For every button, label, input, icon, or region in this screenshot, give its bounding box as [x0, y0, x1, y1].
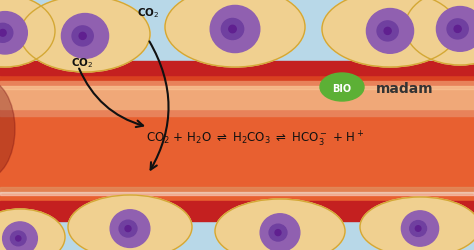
Ellipse shape: [0, 80, 15, 179]
Ellipse shape: [260, 214, 300, 250]
Ellipse shape: [215, 199, 345, 250]
Ellipse shape: [269, 224, 287, 241]
Bar: [0, 116, 474, 206]
Ellipse shape: [3, 222, 37, 250]
Bar: [0, 82, 474, 116]
Ellipse shape: [320, 74, 364, 102]
Ellipse shape: [125, 226, 131, 232]
Text: CO$_2$ + H$_2$O $\rightleftharpoons$ H$_2$CO$_3$ $\rightleftharpoons$ HCO$_3^-$ : CO$_2$ + H$_2$O $\rightleftharpoons$ H$_…: [146, 129, 364, 148]
Ellipse shape: [415, 226, 421, 231]
Text: BIO: BIO: [332, 84, 352, 94]
Ellipse shape: [0, 24, 13, 43]
Ellipse shape: [16, 236, 21, 241]
Bar: [0, 187, 474, 193]
Ellipse shape: [322, 0, 458, 68]
Ellipse shape: [0, 209, 65, 250]
Bar: [0, 90, 474, 110]
Bar: [0, 62, 474, 76]
Ellipse shape: [119, 220, 137, 237]
Ellipse shape: [447, 20, 468, 40]
Ellipse shape: [10, 231, 26, 246]
Ellipse shape: [384, 28, 391, 35]
Ellipse shape: [405, 0, 474, 66]
Ellipse shape: [20, 0, 150, 73]
Ellipse shape: [0, 12, 27, 55]
Bar: [0, 72, 474, 201]
Ellipse shape: [68, 195, 192, 250]
Ellipse shape: [62, 14, 109, 59]
Ellipse shape: [110, 210, 150, 248]
Bar: [0, 192, 474, 195]
Ellipse shape: [221, 20, 244, 40]
Ellipse shape: [229, 26, 236, 34]
Ellipse shape: [410, 221, 427, 236]
Ellipse shape: [0, 30, 6, 37]
Bar: [0, 201, 474, 221]
Ellipse shape: [377, 22, 398, 42]
Ellipse shape: [275, 230, 281, 236]
Ellipse shape: [0, 0, 55, 68]
Text: CO$_2$: CO$_2$: [137, 6, 159, 20]
Bar: [0, 87, 474, 90]
Ellipse shape: [165, 0, 305, 68]
Ellipse shape: [437, 8, 474, 52]
Text: CO$_2$: CO$_2$: [71, 56, 93, 70]
Ellipse shape: [401, 211, 438, 246]
Text: madam: madam: [376, 82, 434, 96]
Ellipse shape: [72, 27, 93, 47]
Ellipse shape: [360, 197, 474, 250]
Ellipse shape: [454, 26, 461, 33]
Ellipse shape: [210, 6, 260, 53]
Ellipse shape: [79, 33, 86, 40]
Ellipse shape: [366, 10, 413, 54]
